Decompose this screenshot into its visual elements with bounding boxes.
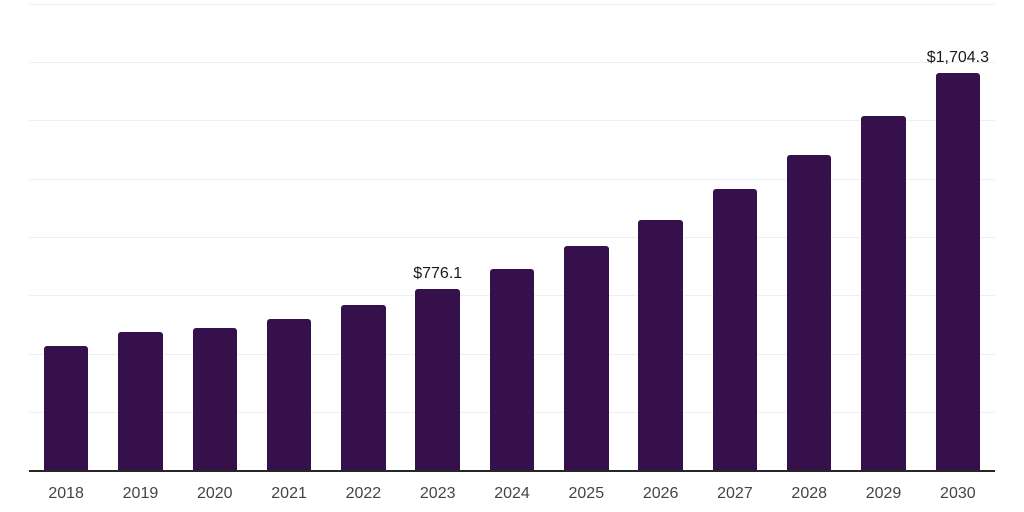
x-tick-label-2028: 2028	[791, 485, 828, 502]
x-tick-label-2025: 2025	[568, 485, 605, 502]
x-tick-label-2023: 2023	[419, 485, 456, 502]
data-label-2030: $1,704.3	[926, 48, 989, 66]
x-tick-label-2026: 2026	[642, 485, 679, 502]
gridline-1750	[29, 61, 995, 63]
bar-2020	[192, 327, 238, 471]
x-tick-label-2021: 2021	[271, 485, 307, 502]
x-tick-label-2027: 2027	[717, 485, 753, 502]
data-label-2023: $776.1	[413, 265, 463, 283]
bar-2022	[341, 304, 386, 471]
bar-2023	[415, 289, 460, 471]
x-tick-label-2029: 2029	[865, 485, 902, 502]
bar-2026	[638, 219, 683, 471]
x-tick-label-2030: 2030	[940, 485, 976, 502]
x-tick-label-2022: 2022	[345, 485, 382, 502]
x-tick-label-2024: 2024	[494, 485, 530, 502]
bar-2024	[489, 268, 535, 471]
x-axis-line	[29, 469, 995, 472]
bar-2025	[564, 246, 609, 471]
gridline-1000	[29, 237, 995, 238]
bar-2019	[118, 332, 163, 471]
bar-2029	[861, 115, 906, 471]
x-tick-label-2020: 2020	[196, 485, 233, 502]
gridline-1250	[29, 178, 995, 180]
bar-2030	[935, 72, 981, 471]
bar-2021	[266, 318, 312, 471]
x-tick-label-2018: 2018	[48, 485, 84, 502]
gridline-1500	[29, 120, 995, 122]
bar-2027	[712, 189, 758, 471]
gridline-2000	[29, 3, 995, 5]
bar-2028	[786, 154, 832, 471]
x-tick-label-2019: 2019	[122, 485, 159, 502]
bar-2018	[43, 345, 89, 471]
